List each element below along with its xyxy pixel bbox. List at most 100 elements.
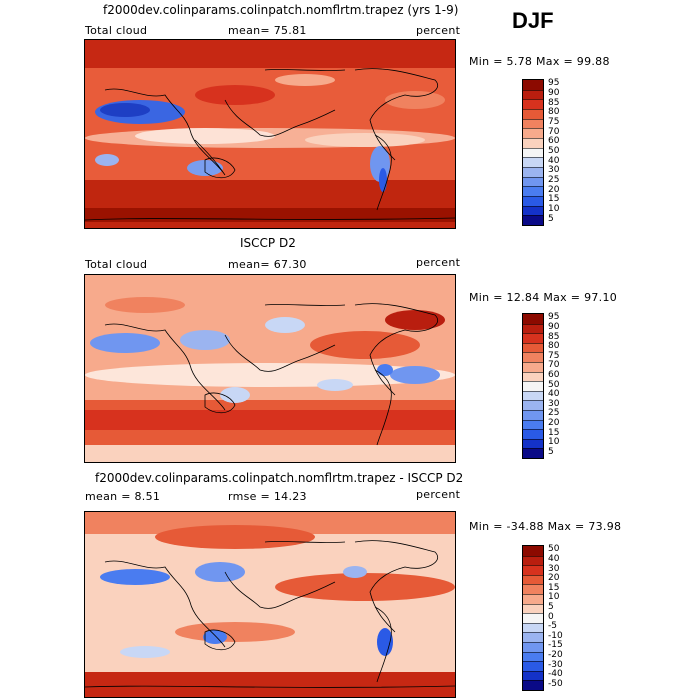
colorbar-swatch — [523, 138, 543, 148]
colorbar-swatch — [523, 314, 543, 324]
colorbar-tick-label: 30 — [548, 563, 560, 574]
colorbar-tick-label: -15 — [548, 640, 563, 651]
colorbar-tick-label: 15 — [548, 194, 560, 205]
colorbar-tick-label: 50 — [548, 146, 560, 156]
colorbar-tick-label: 40 — [548, 155, 560, 166]
colorbar-swatch — [523, 167, 543, 177]
colorbar-tick-label: 5 — [548, 601, 554, 612]
panel2-variable-label: Total cloud — [85, 258, 148, 271]
colorbar-tick-label: 70 — [548, 126, 560, 137]
colorbar-tick-label: -40 — [548, 669, 563, 680]
colorbar-swatch — [523, 546, 543, 556]
colorbar-tick-label: 60 — [548, 369, 560, 380]
colorbar-tick-label: -5 — [548, 621, 557, 632]
colorbar-swatch — [523, 342, 543, 353]
panel1-map — [84, 39, 456, 229]
colorbar-swatch — [523, 622, 543, 633]
panel3-colorbar — [522, 545, 544, 691]
colorbar-swatch — [523, 613, 543, 623]
panel3-rmse-label: rmse = 14.23 — [228, 490, 307, 503]
colorbar-tick-label: 10 — [548, 204, 560, 214]
panel1-variable-label: Total cloud — [85, 24, 148, 37]
colorbar-tick-label: 60 — [548, 136, 560, 147]
colorbar-swatch — [523, 215, 543, 225]
colorbar-tick-label: 95 — [548, 78, 560, 89]
colorbar-swatch — [523, 651, 543, 662]
colorbar-tick-label: 40 — [548, 553, 560, 564]
colorbar-swatch — [523, 584, 543, 594]
colorbar-swatch — [523, 661, 543, 671]
colorbar-swatch — [523, 400, 543, 410]
colorbar-tick-label: 50 — [548, 544, 560, 555]
colorbar-tick-label: -30 — [548, 659, 563, 670]
season-label: DJF — [512, 8, 554, 33]
panel1-minmax: Min = 5.78 Max = 99.88 — [469, 55, 610, 68]
panel2-colorbar — [522, 313, 544, 459]
colorbar-tick-label: 50 — [548, 379, 560, 390]
panel3-units-label: percent — [416, 488, 461, 501]
colorbar-tick-label: -20 — [548, 649, 563, 660]
panel3-map — [84, 511, 456, 698]
colorbar-tick-label: -50 — [548, 678, 563, 689]
colorbar-swatch — [523, 80, 543, 90]
colorbar-swatch — [523, 680, 543, 690]
panel2-minmax: Min = 12.84 Max = 97.10 — [469, 291, 618, 304]
colorbar-swatch — [523, 565, 543, 575]
colorbar-swatch — [523, 205, 543, 216]
colorbar-swatch — [523, 147, 543, 158]
colorbar-swatch — [523, 89, 543, 100]
colorbar-swatch — [523, 574, 543, 585]
colorbar-tick-label: 20 — [548, 184, 560, 195]
colorbar-tick-label: 75 — [548, 117, 560, 127]
colorbar-swatch — [523, 186, 543, 196]
colorbar-tick-label: 95 — [548, 312, 560, 323]
colorbar-tick-label: 15 — [548, 427, 560, 438]
colorbar-tick-label: 5 — [548, 213, 554, 224]
colorbar-swatch — [523, 109, 543, 119]
panel1-mean-label: mean= 75.81 — [228, 24, 307, 37]
colorbar-swatch — [523, 410, 543, 420]
colorbar-tick-label: 85 — [548, 331, 560, 342]
colorbar-swatch — [523, 333, 543, 343]
colorbar-swatch — [523, 118, 543, 129]
colorbar-swatch — [523, 438, 543, 449]
colorbar-swatch — [523, 429, 543, 439]
colorbar-swatch — [523, 352, 543, 362]
colorbar-tick-label: 10 — [548, 437, 560, 448]
colorbar-tick-label: 80 — [548, 107, 560, 118]
panel2-units-label: percent — [416, 256, 461, 269]
colorbar-swatch — [523, 603, 543, 614]
colorbar-swatch — [523, 99, 543, 109]
colorbar-tick-label: 40 — [548, 389, 560, 400]
colorbar-swatch — [523, 176, 543, 187]
panel3-title: f2000dev.colinparams.colinpatch.nomflrtm… — [95, 471, 464, 485]
panel1-title: f2000dev.colinparams.colinpatch.nomflrtm… — [103, 3, 459, 17]
colorbar-tick-label: -10 — [548, 630, 563, 641]
colorbar-tick-label: 15 — [548, 582, 560, 593]
colorbar-tick-label: 90 — [548, 88, 560, 98]
colorbar-tick-label: 80 — [548, 341, 560, 352]
colorbar-tick-label: 20 — [548, 573, 560, 584]
panel3-mean-label: mean = 8.51 — [85, 490, 161, 503]
panel2-map — [84, 274, 456, 463]
colorbar-swatch — [523, 594, 543, 604]
panel1-units-label: percent — [416, 24, 461, 37]
colorbar-swatch — [523, 448, 543, 458]
colorbar-tick-label: 25 — [548, 408, 560, 419]
colorbar-swatch — [523, 419, 543, 430]
colorbar-tick-label: 75 — [548, 350, 560, 361]
colorbar-swatch — [523, 362, 543, 372]
colorbar-swatch — [523, 371, 543, 382]
colorbar-tick-label: 20 — [548, 417, 560, 428]
panel2-title: ISCCP D2 — [240, 236, 296, 250]
colorbar-swatch — [523, 390, 543, 401]
colorbar-swatch — [523, 381, 543, 391]
panel3-minmax: Min = -34.88 Max = 73.98 — [469, 520, 622, 533]
colorbar-swatch — [523, 196, 543, 206]
colorbar-swatch — [523, 670, 543, 681]
panel2-mean-label: mean= 67.30 — [228, 258, 307, 271]
colorbar-swatch — [523, 323, 543, 334]
panel1-colorbar — [522, 79, 544, 226]
colorbar-tick-label: 10 — [548, 592, 560, 603]
colorbar-tick-label: 70 — [548, 360, 560, 371]
